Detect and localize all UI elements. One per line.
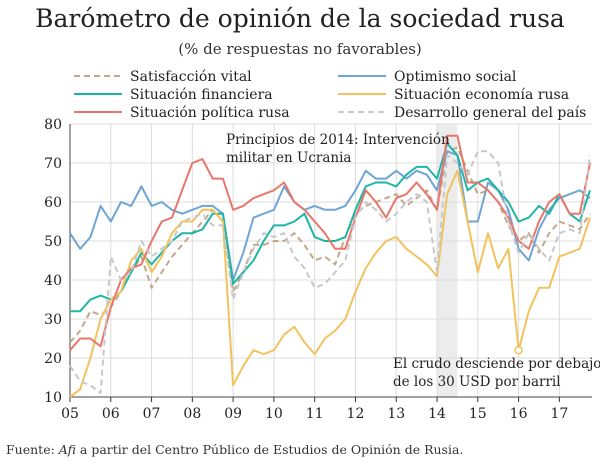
annotation-oil-line: El crudo desciende por debajo	[393, 356, 600, 372]
legend-label-4: Situación política rusa	[130, 105, 290, 121]
legend-label-0: Satisfacción vital	[130, 69, 252, 85]
y-tick-label: 80	[44, 117, 62, 133]
series-line-1	[69, 150, 591, 281]
x-tick-label: 11	[306, 406, 324, 422]
x-tick-label: 13	[387, 406, 405, 422]
y-tick-label: 50	[44, 234, 62, 250]
series-line-4	[69, 134, 591, 351]
x-tick-label: 06	[102, 406, 120, 422]
chart-title: Barómetro de opinión de la sociedad rusa	[35, 4, 565, 33]
x-tick-label: 07	[143, 406, 161, 422]
x-tick-label: 08	[183, 406, 201, 422]
x-tick-label: 12	[347, 406, 365, 422]
x-tick-label: 14	[428, 406, 446, 422]
y-tick-label: 10	[44, 390, 62, 406]
chart-subtitle: (% de respuestas no favorables)	[178, 40, 422, 58]
annotation-oil-line: de los 30 USD por barril	[393, 374, 561, 390]
annotation-oil-marker	[514, 345, 523, 355]
y-tick-label: 70	[44, 156, 62, 172]
x-tick-label: 09	[224, 406, 242, 422]
legend-label-1: Optimismo social	[394, 69, 517, 85]
x-tick-label: 16	[510, 406, 528, 422]
x-tick-label: 05	[61, 406, 79, 422]
x-tick-label: 17	[550, 406, 568, 422]
annotation-ukraine-line: militar en Ucrania	[226, 150, 351, 166]
source-rest: a partir del Centro Público de Estudios …	[75, 442, 464, 457]
series-line-3	[69, 169, 591, 398]
y-tick-label: 30	[44, 312, 62, 328]
x-tick-label: 15	[469, 406, 487, 422]
y-tick-label: 40	[44, 273, 62, 289]
y-tick-label: 20	[44, 351, 62, 367]
annotation-ukraine-line: Principios de 2014: Intervención	[226, 132, 450, 148]
event-band	[437, 124, 458, 397]
y-tick-label: 60	[44, 195, 62, 211]
line-chart: 10 20 30 40 50 60 70 80 05 06 07 08 09 10 11 12 13 14 15 16…	[44, 69, 600, 422]
x-tick-label: 10	[265, 406, 283, 422]
series-line-5	[69, 150, 591, 395]
series-line-0	[69, 146, 591, 344]
legend-label-2: Situación financiera	[130, 87, 273, 103]
legend-label-3: Situación economía rusa	[394, 87, 569, 103]
source-prefix: Fuente:	[6, 442, 59, 457]
source-note: Fuente: Afi a partir del Centro Público …	[6, 442, 463, 457]
legend-label-5: Desarrollo general del país	[394, 105, 586, 121]
source-italic: Afi	[58, 442, 76, 457]
